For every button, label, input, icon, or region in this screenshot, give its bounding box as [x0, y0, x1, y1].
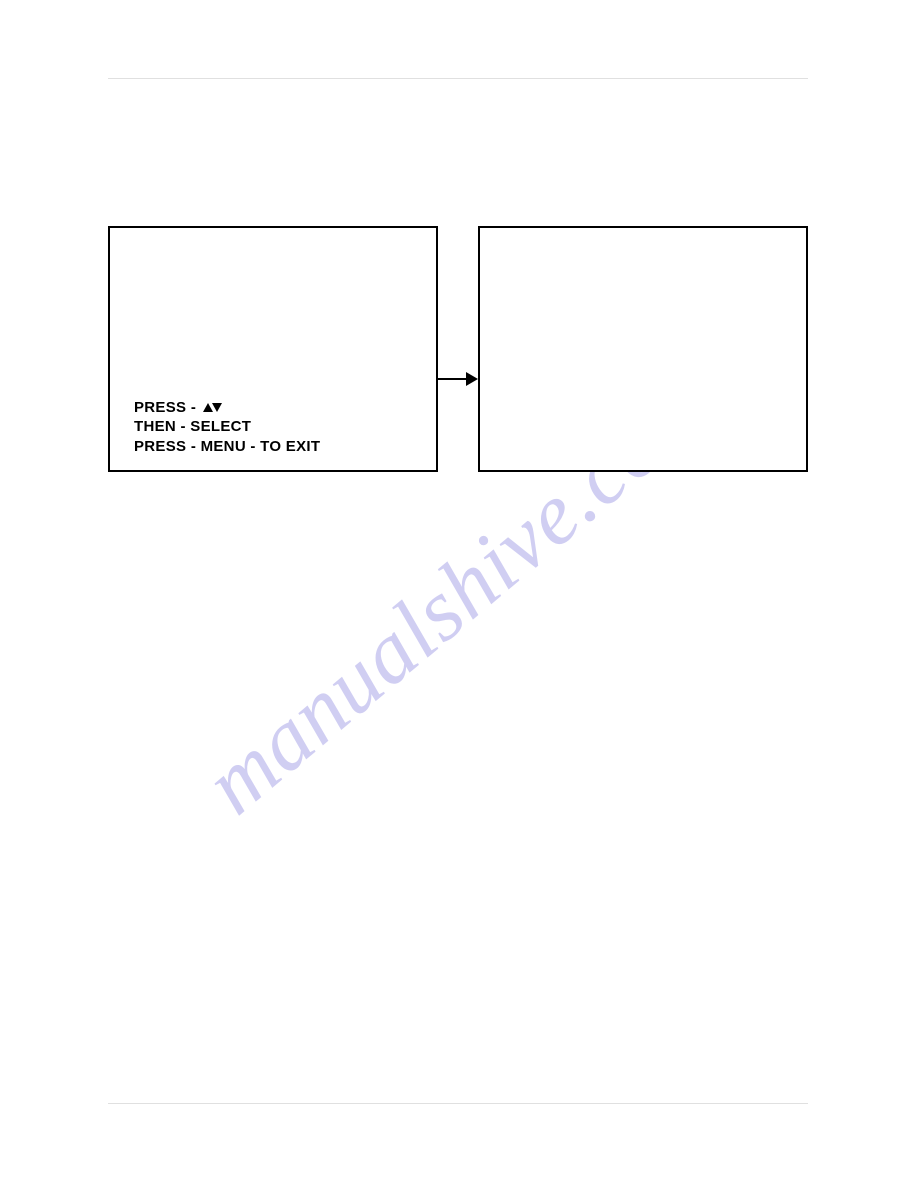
flowchart-node-right: [478, 226, 808, 472]
left-box-instruction-text: PRESS - THEN - SELECT PRESS - MENU - TO …: [134, 398, 320, 457]
arrow-connector-head: [466, 372, 478, 386]
instruction-line-3: PRESS - MENU - TO EXIT: [134, 437, 320, 457]
press-label: PRESS -: [134, 399, 201, 416]
flowchart-node-left: PRESS - THEN - SELECT PRESS - MENU - TO …: [108, 226, 438, 472]
instruction-line-2: THEN - SELECT: [134, 417, 320, 437]
down-arrow-icon: [212, 403, 222, 412]
instruction-line-1: PRESS -: [134, 398, 320, 418]
bottom-horizontal-rule: [108, 1103, 808, 1104]
top-horizontal-rule: [108, 78, 808, 79]
